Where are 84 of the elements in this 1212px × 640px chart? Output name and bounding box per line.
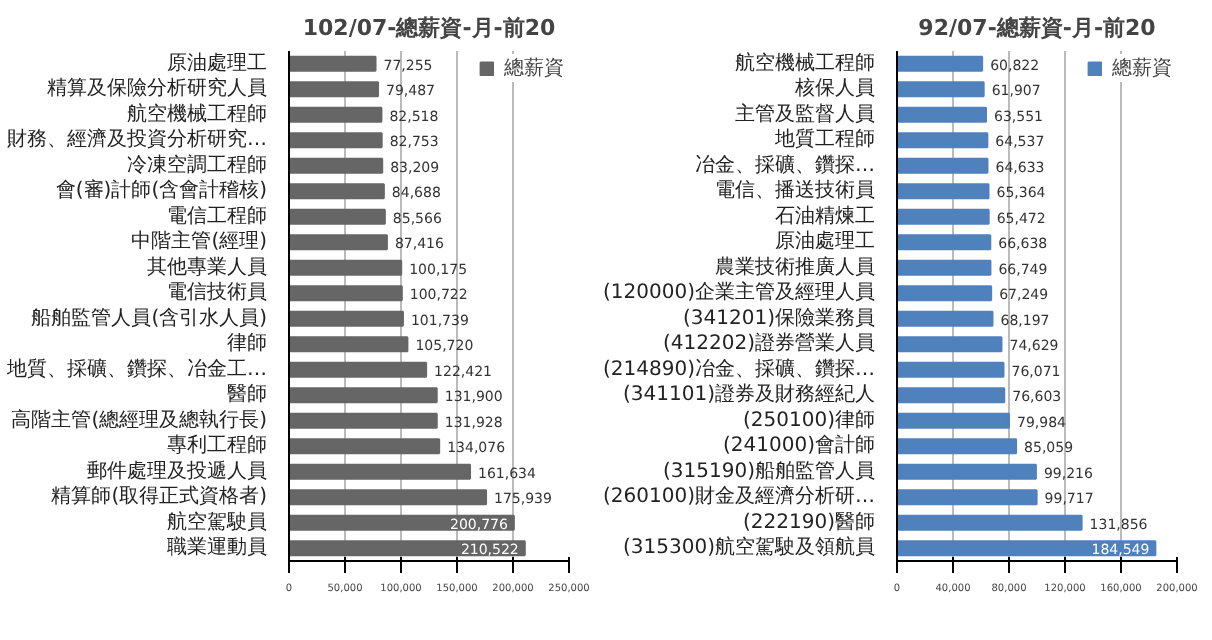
bar <box>897 540 1157 557</box>
legend-label: 總薪資 <box>1112 55 1172 82</box>
bar <box>289 336 409 353</box>
bar <box>897 132 989 149</box>
y-tick-label: (250100)律師 <box>743 407 876 432</box>
bar <box>289 489 488 506</box>
bar <box>897 106 987 123</box>
y-tick-label: 航空機械工程師 <box>735 50 875 75</box>
y-tick-label: (315190)船舶監管人員 <box>663 458 876 483</box>
bar <box>289 438 441 455</box>
y-tick-label: 主管及監督人員 <box>735 101 875 126</box>
y-tick-label: (120000)企業主管及經理人員 <box>603 280 876 305</box>
y-tick-label: 地質、採礦、鑽探、冶金工… <box>5 356 267 381</box>
y-tick-label: 專利工程師 <box>167 433 267 458</box>
bar <box>897 234 992 251</box>
y-tick-label: 航空機械工程師 <box>127 101 267 126</box>
y-tick-label: 電信、播送技術員 <box>715 178 875 203</box>
y-tick-label: (214890)冶金、採礦、鑽探… <box>603 356 876 381</box>
bar <box>289 132 383 149</box>
y-tick-label: 精算及保險分析研究人員 <box>47 76 267 101</box>
bar <box>897 81 985 98</box>
y-tick-label: 冶金、採礦、鑽探… <box>695 152 875 177</box>
bar <box>897 489 1038 506</box>
chart-title: 92/07-總薪資-月-前20 <box>918 15 1157 41</box>
bar <box>289 81 380 98</box>
legend-label: 總薪資 <box>504 55 564 82</box>
bar <box>289 310 404 327</box>
bar <box>897 157 989 174</box>
y-tick-label: 電信工程師 <box>167 203 267 228</box>
y-tick-label: 郵件處理及投遞人員 <box>87 458 267 483</box>
bar <box>289 106 383 123</box>
y-tick-label: 航空駕駛員 <box>167 509 267 534</box>
y-tick-label: (260100)財金及經濟分析研… <box>603 484 876 509</box>
y-tick-label: 核保人員 <box>793 76 875 101</box>
y-tick-label: 財務、經濟及投資分析研究… <box>7 127 267 152</box>
bar <box>897 361 1005 378</box>
bar <box>289 540 526 557</box>
bar <box>897 336 1003 353</box>
y-tick-label: 中階主管(經理) <box>131 229 268 254</box>
bar <box>897 463 1037 480</box>
bar <box>897 514 1083 531</box>
y-tick-label: (341201)保險業務員 <box>683 305 876 330</box>
y-tick-label: 原油處理工 <box>167 50 267 75</box>
y-tick-label: (222190)醫師 <box>743 509 876 534</box>
y-tick-label: 電信技術員 <box>167 280 267 305</box>
y-tick-label: 農業技術推廣人員 <box>715 254 875 279</box>
bar <box>289 361 428 378</box>
y-tick-label: 其他專業人員 <box>147 254 267 279</box>
y-tick-label: 醫師 <box>227 382 267 407</box>
bar <box>897 285 993 302</box>
y-tick-label: 石油精煉工 <box>775 203 875 228</box>
bar <box>897 55 984 72</box>
y-tick-label: (315300)航空駕駛及領航員 <box>623 535 876 560</box>
y-tick-label: 船舶監管人員(含引水人員) <box>31 305 268 330</box>
y-tick-label: 高階主管(總經理及總執行長) <box>11 407 268 432</box>
bar <box>897 208 990 225</box>
bar <box>897 412 1010 429</box>
y-tick-label: (341101)證券及財務經紀人 <box>623 382 876 407</box>
y-tick-label: 會(審)計師(含會計稽核) <box>55 178 268 203</box>
bar <box>289 157 384 174</box>
bar <box>289 183 385 200</box>
bar <box>289 285 403 302</box>
bar <box>289 387 438 404</box>
y-tick-label: 冷凍空調工程師 <box>127 152 267 177</box>
y-tick-label: 原油處理工 <box>775 229 875 254</box>
y-tick-label: (241000)會計師 <box>723 433 876 458</box>
bar <box>897 438 1018 455</box>
bar <box>289 234 388 251</box>
bar <box>289 412 438 429</box>
bar <box>897 183 990 200</box>
y-tick-label: 地質工程師 <box>773 127 875 152</box>
bar <box>289 55 377 72</box>
chart-title: 102/07-總薪資-月-前20 <box>302 15 556 41</box>
y-tick-label: (412202)證券營業人員 <box>663 331 876 356</box>
bar <box>289 463 472 480</box>
y-tick-label: 職業運動員 <box>167 535 267 560</box>
y-tick-label: 律師 <box>227 331 267 356</box>
bar <box>897 259 992 276</box>
bar <box>289 208 386 225</box>
bar <box>289 514 515 531</box>
y-tick-label: 精算師(取得正式資格者) <box>51 484 268 509</box>
bar <box>289 259 403 276</box>
bar <box>897 310 994 327</box>
bar <box>897 387 1006 404</box>
